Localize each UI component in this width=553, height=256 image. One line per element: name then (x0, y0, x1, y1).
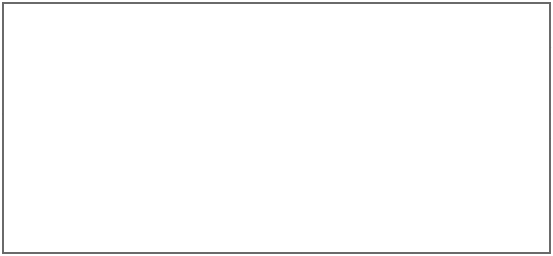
Text: Sₙ₂2: Sₙ₂2 (473, 122, 489, 131)
Text: Sₙ₂2: Sₙ₂2 (246, 163, 263, 172)
Text: Type of
haloalkane: Type of haloalkane (32, 71, 79, 91)
Bar (3, 156, 550, 179)
Bar (3, 47, 550, 114)
Text: Methyl: Methyl (8, 122, 37, 131)
Text: Table 7-4: Table 7-4 (11, 10, 64, 20)
Text: Strongly basic,
hindered
nucleophile
(e.g., (CH₃)₃CO⁻): Strongly basic, hindered nucleophile (e.… (446, 59, 517, 102)
Text: E2: E2 (352, 186, 362, 195)
Text: Strongly basic,
unhindered
nucleophile
(e.g., CH₃O⁻): Strongly basic, unhindered nucleophile (… (324, 59, 389, 102)
Text: Slow Sₙ₂1, E1: Slow Sₙ₂1, E1 (130, 208, 185, 217)
Text: Sₙ₂2: Sₙ₂2 (246, 208, 263, 217)
Text: Secondary: Secondary (8, 208, 53, 217)
Text: E2: E2 (352, 231, 362, 240)
Text: E2: E2 (352, 208, 362, 217)
Text: Sₙ₂2: Sₙ₂2 (348, 122, 365, 131)
Text: Tertiary: Tertiary (8, 231, 40, 240)
Text: E2: E2 (476, 231, 486, 240)
Text: No reaction: No reaction (133, 163, 182, 172)
Text: E2: E2 (476, 163, 486, 172)
Bar (72, 3, 550, 27)
Text: Sₙ₂2: Sₙ₂2 (246, 186, 263, 195)
Bar (3, 114, 550, 138)
Text: No reaction: No reaction (133, 186, 182, 195)
Bar (3, 201, 550, 224)
Bar (3, 3, 72, 27)
Bar (3, 179, 550, 201)
Bar (3, 138, 550, 156)
Text: Sₙ₂1, E1: Sₙ₂1, E1 (141, 231, 174, 240)
Text: Sₙ₂2: Sₙ₂2 (348, 163, 365, 172)
Text: Likely Mechanisms by Which Haloalkanes React with Nucleophiles (Bases): Likely Mechanisms by Which Haloalkanes R… (102, 10, 520, 20)
Text: Unhindered: Unhindered (17, 163, 66, 172)
Text: Branched: Branched (17, 186, 57, 195)
Text: Sₙ₂2: Sₙ₂2 (246, 122, 263, 131)
Bar (3, 224, 550, 247)
Bar (3, 27, 550, 47)
Text: Type of nucleophile (base): Type of nucleophile (base) (253, 32, 399, 42)
Text: Weakly basic,
good
nucleophile
(e.g., I⁻): Weakly basic, good nucleophile (e.g., I⁻… (225, 59, 284, 102)
Text: No reaction: No reaction (133, 122, 182, 131)
Text: Primary: Primary (8, 143, 41, 152)
Text: E2: E2 (476, 208, 486, 217)
Text: Poor
nucleophile
(e.g., H₂O): Poor nucleophile (e.g., H₂O) (132, 65, 183, 96)
Text: Sₙ₂1, E1: Sₙ₂1, E1 (238, 231, 271, 240)
Text: E2: E2 (476, 186, 486, 195)
